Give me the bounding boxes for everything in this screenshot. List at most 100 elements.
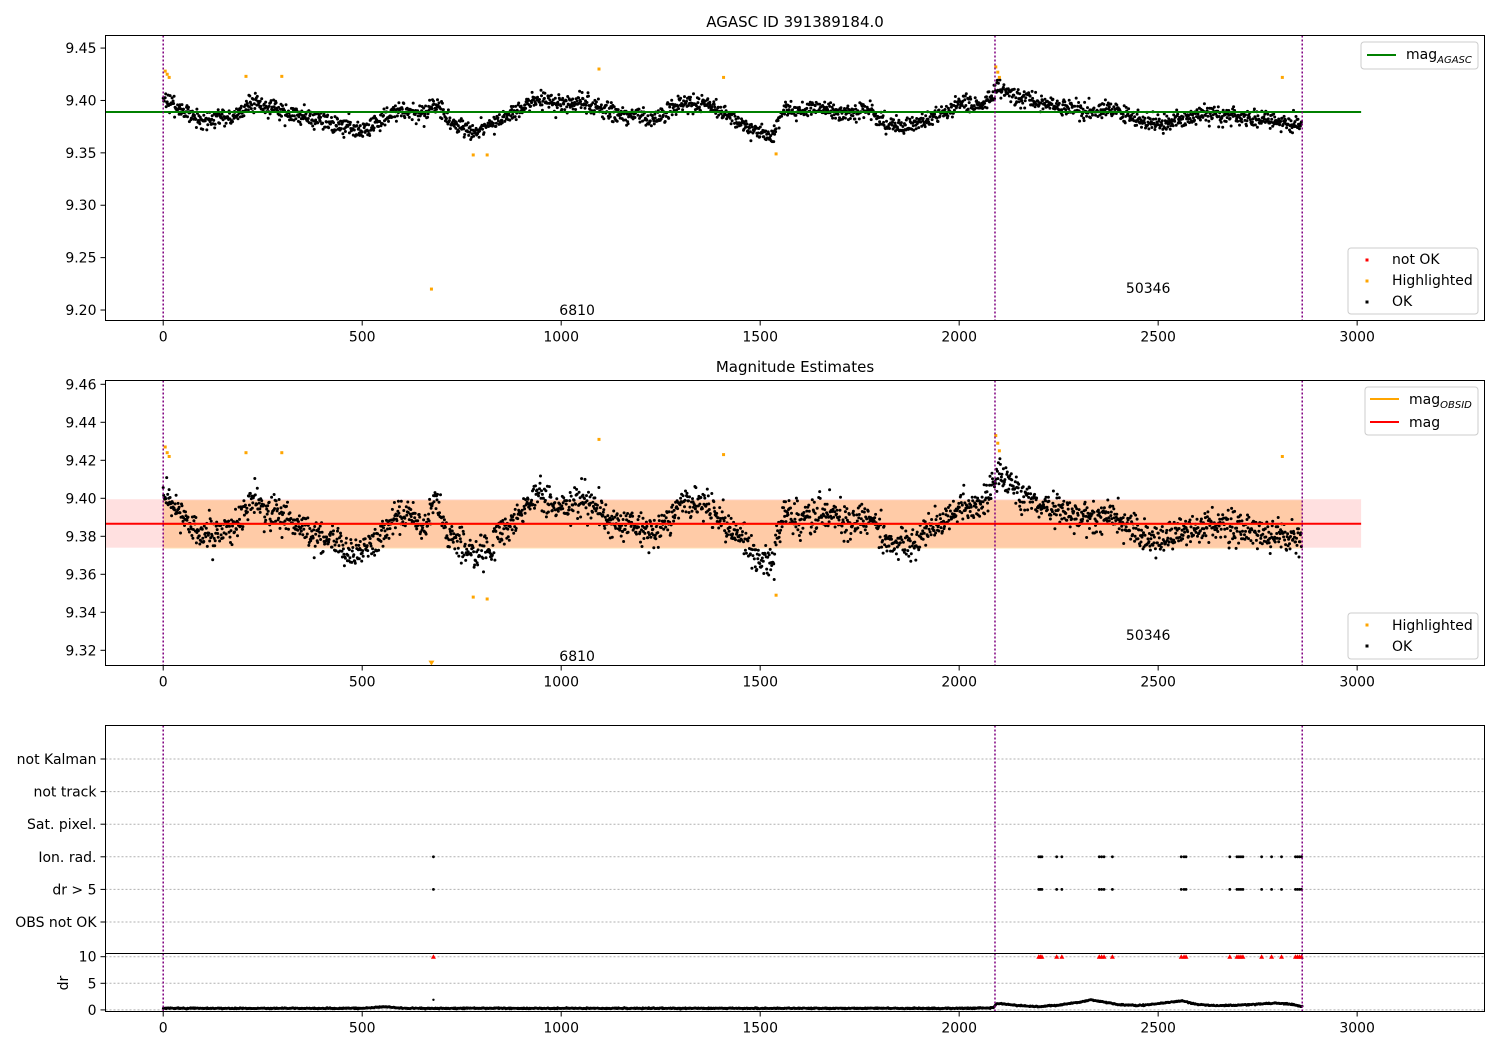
ok-point bbox=[999, 96, 1003, 100]
highlighted-point bbox=[244, 74, 248, 78]
ok-point bbox=[448, 116, 452, 120]
ok-point bbox=[168, 94, 172, 98]
ok-point bbox=[987, 90, 991, 94]
ok-point bbox=[521, 520, 525, 524]
ok-point bbox=[327, 540, 331, 544]
ok-point bbox=[1100, 532, 1104, 536]
ok-point bbox=[1227, 546, 1231, 550]
ok-point bbox=[406, 112, 410, 116]
ok-point bbox=[1211, 533, 1215, 537]
ok-point bbox=[1055, 99, 1059, 103]
ok-point bbox=[848, 117, 852, 120]
ok-point bbox=[191, 536, 195, 540]
highlighted-marker bbox=[428, 660, 435, 666]
ok-point bbox=[455, 539, 459, 543]
ok-point bbox=[309, 121, 313, 125]
ok-point bbox=[1021, 485, 1025, 489]
ok-point bbox=[878, 517, 882, 521]
ok-point bbox=[220, 527, 224, 531]
ok-point bbox=[856, 526, 860, 530]
ok-point bbox=[553, 96, 557, 100]
ok-point bbox=[549, 93, 553, 97]
ok-point bbox=[866, 509, 870, 513]
ok-point bbox=[1014, 501, 1018, 505]
ok-point bbox=[1089, 116, 1092, 120]
ok-point bbox=[508, 118, 512, 122]
ok-point bbox=[719, 105, 723, 109]
ok-point bbox=[265, 512, 269, 516]
ok-point bbox=[253, 493, 257, 497]
ok-point bbox=[1206, 510, 1210, 514]
ok-point bbox=[593, 496, 597, 500]
ok-point bbox=[657, 514, 661, 518]
flag-point bbox=[1184, 855, 1188, 859]
x-tick-label: 2500 bbox=[1140, 330, 1176, 346]
ok-point bbox=[746, 539, 750, 543]
ok-point bbox=[296, 520, 300, 524]
ok-point bbox=[1239, 533, 1243, 536]
ok-point bbox=[381, 544, 385, 548]
ok-point bbox=[302, 103, 306, 107]
ok-point bbox=[711, 526, 715, 529]
ok-point bbox=[708, 512, 712, 516]
ok-point bbox=[530, 498, 534, 502]
ok-point bbox=[1019, 106, 1023, 110]
ok-point bbox=[630, 511, 634, 515]
ok-point bbox=[267, 500, 271, 504]
highlighted-point bbox=[597, 437, 601, 441]
ok-point bbox=[244, 99, 248, 103]
ok-point bbox=[565, 499, 569, 503]
ok-point bbox=[1060, 506, 1064, 510]
ok-point bbox=[650, 114, 654, 118]
ok-point bbox=[1195, 517, 1199, 521]
ok-point bbox=[177, 505, 181, 509]
ok-point bbox=[933, 504, 937, 508]
ok-point bbox=[443, 525, 447, 529]
ok-point bbox=[470, 132, 474, 136]
ok-point bbox=[586, 91, 590, 95]
panel-title: Magnitude Estimates bbox=[716, 358, 874, 376]
ok-point bbox=[1297, 127, 1301, 131]
ok-point bbox=[198, 122, 202, 126]
ok-point bbox=[173, 502, 177, 506]
ok-point bbox=[441, 108, 445, 112]
ok-point bbox=[1053, 527, 1057, 531]
ok-point bbox=[780, 114, 784, 118]
ok-point bbox=[820, 515, 824, 519]
ok-point bbox=[379, 539, 383, 543]
ok-point bbox=[880, 545, 884, 549]
ok-point bbox=[1081, 517, 1085, 521]
ok-point bbox=[758, 135, 762, 139]
ok-point bbox=[710, 492, 714, 495]
ok-point bbox=[712, 100, 716, 104]
ok-point bbox=[368, 134, 372, 137]
ok-point bbox=[176, 501, 180, 505]
ok-point bbox=[1226, 517, 1230, 521]
ok-point bbox=[439, 493, 442, 497]
ok-point bbox=[935, 514, 939, 518]
ok-point bbox=[335, 540, 338, 544]
ok-point bbox=[855, 519, 859, 523]
ok-point bbox=[677, 107, 681, 111]
ok-point bbox=[283, 124, 287, 128]
ok-point bbox=[915, 530, 919, 534]
ok-point bbox=[961, 492, 965, 496]
ok-point bbox=[1285, 126, 1289, 130]
ok-point bbox=[514, 104, 518, 108]
highlighted-point bbox=[485, 597, 489, 601]
ok-point bbox=[1210, 505, 1214, 509]
ok-point bbox=[266, 504, 270, 508]
ok-point bbox=[809, 532, 813, 536]
ok-point bbox=[798, 539, 802, 542]
ok-point bbox=[870, 103, 874, 107]
ok-point bbox=[465, 123, 469, 127]
ok-point bbox=[648, 119, 652, 123]
flag-point bbox=[1110, 855, 1114, 859]
ok-point bbox=[579, 106, 583, 110]
ok-point bbox=[462, 532, 466, 536]
ok-point bbox=[182, 107, 185, 111]
ok-point bbox=[806, 114, 810, 118]
ok-point bbox=[278, 118, 282, 122]
ok-point bbox=[1156, 113, 1160, 117]
ok-point bbox=[772, 124, 776, 128]
